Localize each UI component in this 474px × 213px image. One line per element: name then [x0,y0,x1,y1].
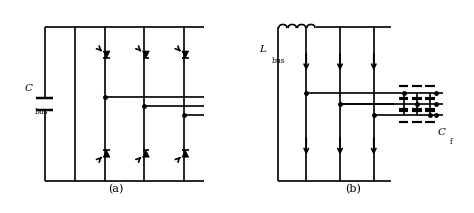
Text: (a): (a) [109,184,124,194]
Polygon shape [143,150,149,157]
Text: bus: bus [272,57,285,65]
Text: C: C [24,84,32,93]
Polygon shape [182,150,189,157]
Text: (b): (b) [345,184,361,194]
Polygon shape [182,51,189,58]
Polygon shape [103,51,110,58]
Text: f: f [450,138,452,146]
Polygon shape [103,150,110,157]
Polygon shape [143,51,149,58]
Text: L: L [259,45,266,54]
Text: bus: bus [35,108,48,116]
Text: C: C [438,128,446,137]
